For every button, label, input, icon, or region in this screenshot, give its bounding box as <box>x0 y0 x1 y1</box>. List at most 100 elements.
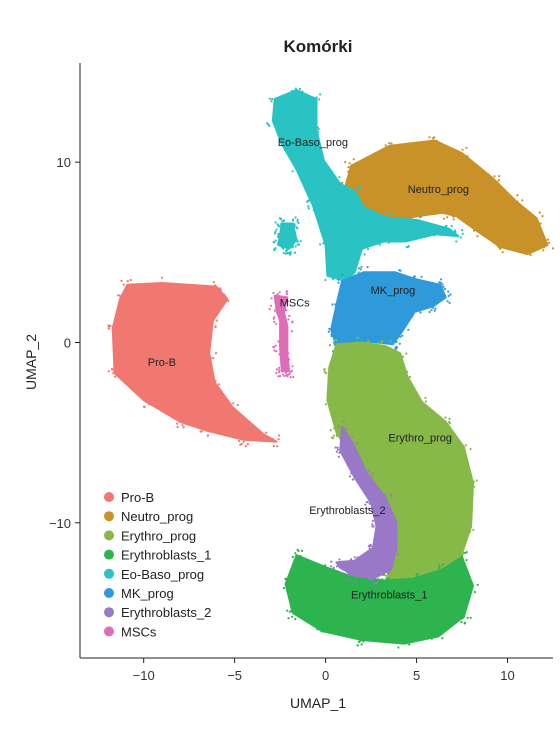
data-point <box>215 319 218 322</box>
legend-marker <box>104 511 114 522</box>
data-point <box>275 311 278 314</box>
data-point <box>306 199 309 202</box>
data-point <box>337 278 340 281</box>
data-point <box>469 616 472 619</box>
data-point <box>362 640 365 643</box>
data-point <box>397 646 400 649</box>
data-point <box>324 403 327 406</box>
data-point <box>333 434 336 437</box>
data-point <box>356 644 359 647</box>
data-point <box>294 87 297 90</box>
y-ticks: −10 0 10 <box>49 155 80 531</box>
legend-marker <box>104 568 114 579</box>
cluster-label: MK_prog <box>371 285 416 297</box>
data-point <box>444 225 447 228</box>
data-point <box>345 428 348 431</box>
data-point <box>420 275 423 278</box>
data-point <box>338 558 341 561</box>
data-point <box>460 555 463 558</box>
data-point <box>359 268 362 271</box>
data-point <box>356 193 359 196</box>
cluster-erythroblasts-2-region <box>335 426 398 580</box>
data-point <box>462 551 465 555</box>
data-point <box>424 396 427 399</box>
data-point <box>278 353 281 356</box>
data-point <box>334 446 337 449</box>
data-point <box>289 371 292 374</box>
data-point <box>219 288 222 291</box>
data-point <box>372 525 375 528</box>
data-point <box>275 371 278 375</box>
data-point <box>291 320 294 323</box>
data-point <box>388 142 391 145</box>
data-point <box>280 222 283 226</box>
data-point <box>268 308 271 311</box>
data-point <box>411 315 414 318</box>
data-point <box>465 146 468 149</box>
data-point <box>176 425 179 429</box>
data-point <box>516 194 519 197</box>
data-point <box>307 205 310 208</box>
data-point <box>299 87 302 91</box>
data-point <box>364 503 367 506</box>
data-point <box>476 235 479 238</box>
data-point <box>335 565 339 568</box>
data-point <box>281 373 284 376</box>
data-point <box>418 309 421 312</box>
data-point <box>276 445 279 448</box>
data-point <box>463 621 467 624</box>
data-point <box>461 617 464 620</box>
data-point <box>389 340 392 343</box>
data-point <box>347 573 350 576</box>
data-point <box>441 283 444 286</box>
data-point <box>388 571 391 574</box>
data-point <box>281 220 284 223</box>
data-point <box>357 273 360 276</box>
data-point <box>539 222 542 225</box>
data-point <box>181 424 184 427</box>
data-point <box>330 560 333 563</box>
data-point <box>356 188 359 191</box>
data-point <box>294 245 297 248</box>
data-point <box>291 555 294 559</box>
data-point <box>448 301 451 304</box>
data-point <box>348 579 351 582</box>
data-point <box>444 294 447 297</box>
x-tick-label: 0 <box>322 668 329 683</box>
data-point <box>363 253 366 256</box>
data-point <box>496 180 499 184</box>
x-ticks: −10 −5 0 5 10 <box>133 658 515 683</box>
data-point <box>447 294 450 298</box>
data-point <box>466 155 469 158</box>
data-point <box>276 293 279 296</box>
data-point <box>282 247 285 250</box>
points-layer <box>107 87 555 649</box>
data-point <box>352 158 355 161</box>
data-point <box>431 306 434 309</box>
data-point <box>299 240 302 243</box>
data-point <box>226 298 229 301</box>
data-point <box>265 431 268 434</box>
data-point <box>430 308 433 312</box>
data-point <box>448 417 451 420</box>
data-point <box>395 341 398 344</box>
y-axis-label: UMAP_2 <box>23 334 39 390</box>
data-point <box>441 637 444 640</box>
data-point <box>324 278 327 282</box>
data-point <box>274 221 277 224</box>
data-point <box>387 211 391 214</box>
cluster-pro-b-region <box>111 282 278 443</box>
data-point <box>145 400 148 403</box>
legend-marker <box>104 626 114 637</box>
data-point <box>408 643 411 646</box>
data-point <box>357 185 360 188</box>
data-point <box>472 480 475 483</box>
data-point <box>348 475 351 478</box>
data-point <box>242 440 245 443</box>
data-point <box>353 580 356 583</box>
data-point <box>338 451 341 454</box>
data-point <box>110 367 114 371</box>
data-point <box>269 304 273 307</box>
data-point <box>113 367 116 370</box>
